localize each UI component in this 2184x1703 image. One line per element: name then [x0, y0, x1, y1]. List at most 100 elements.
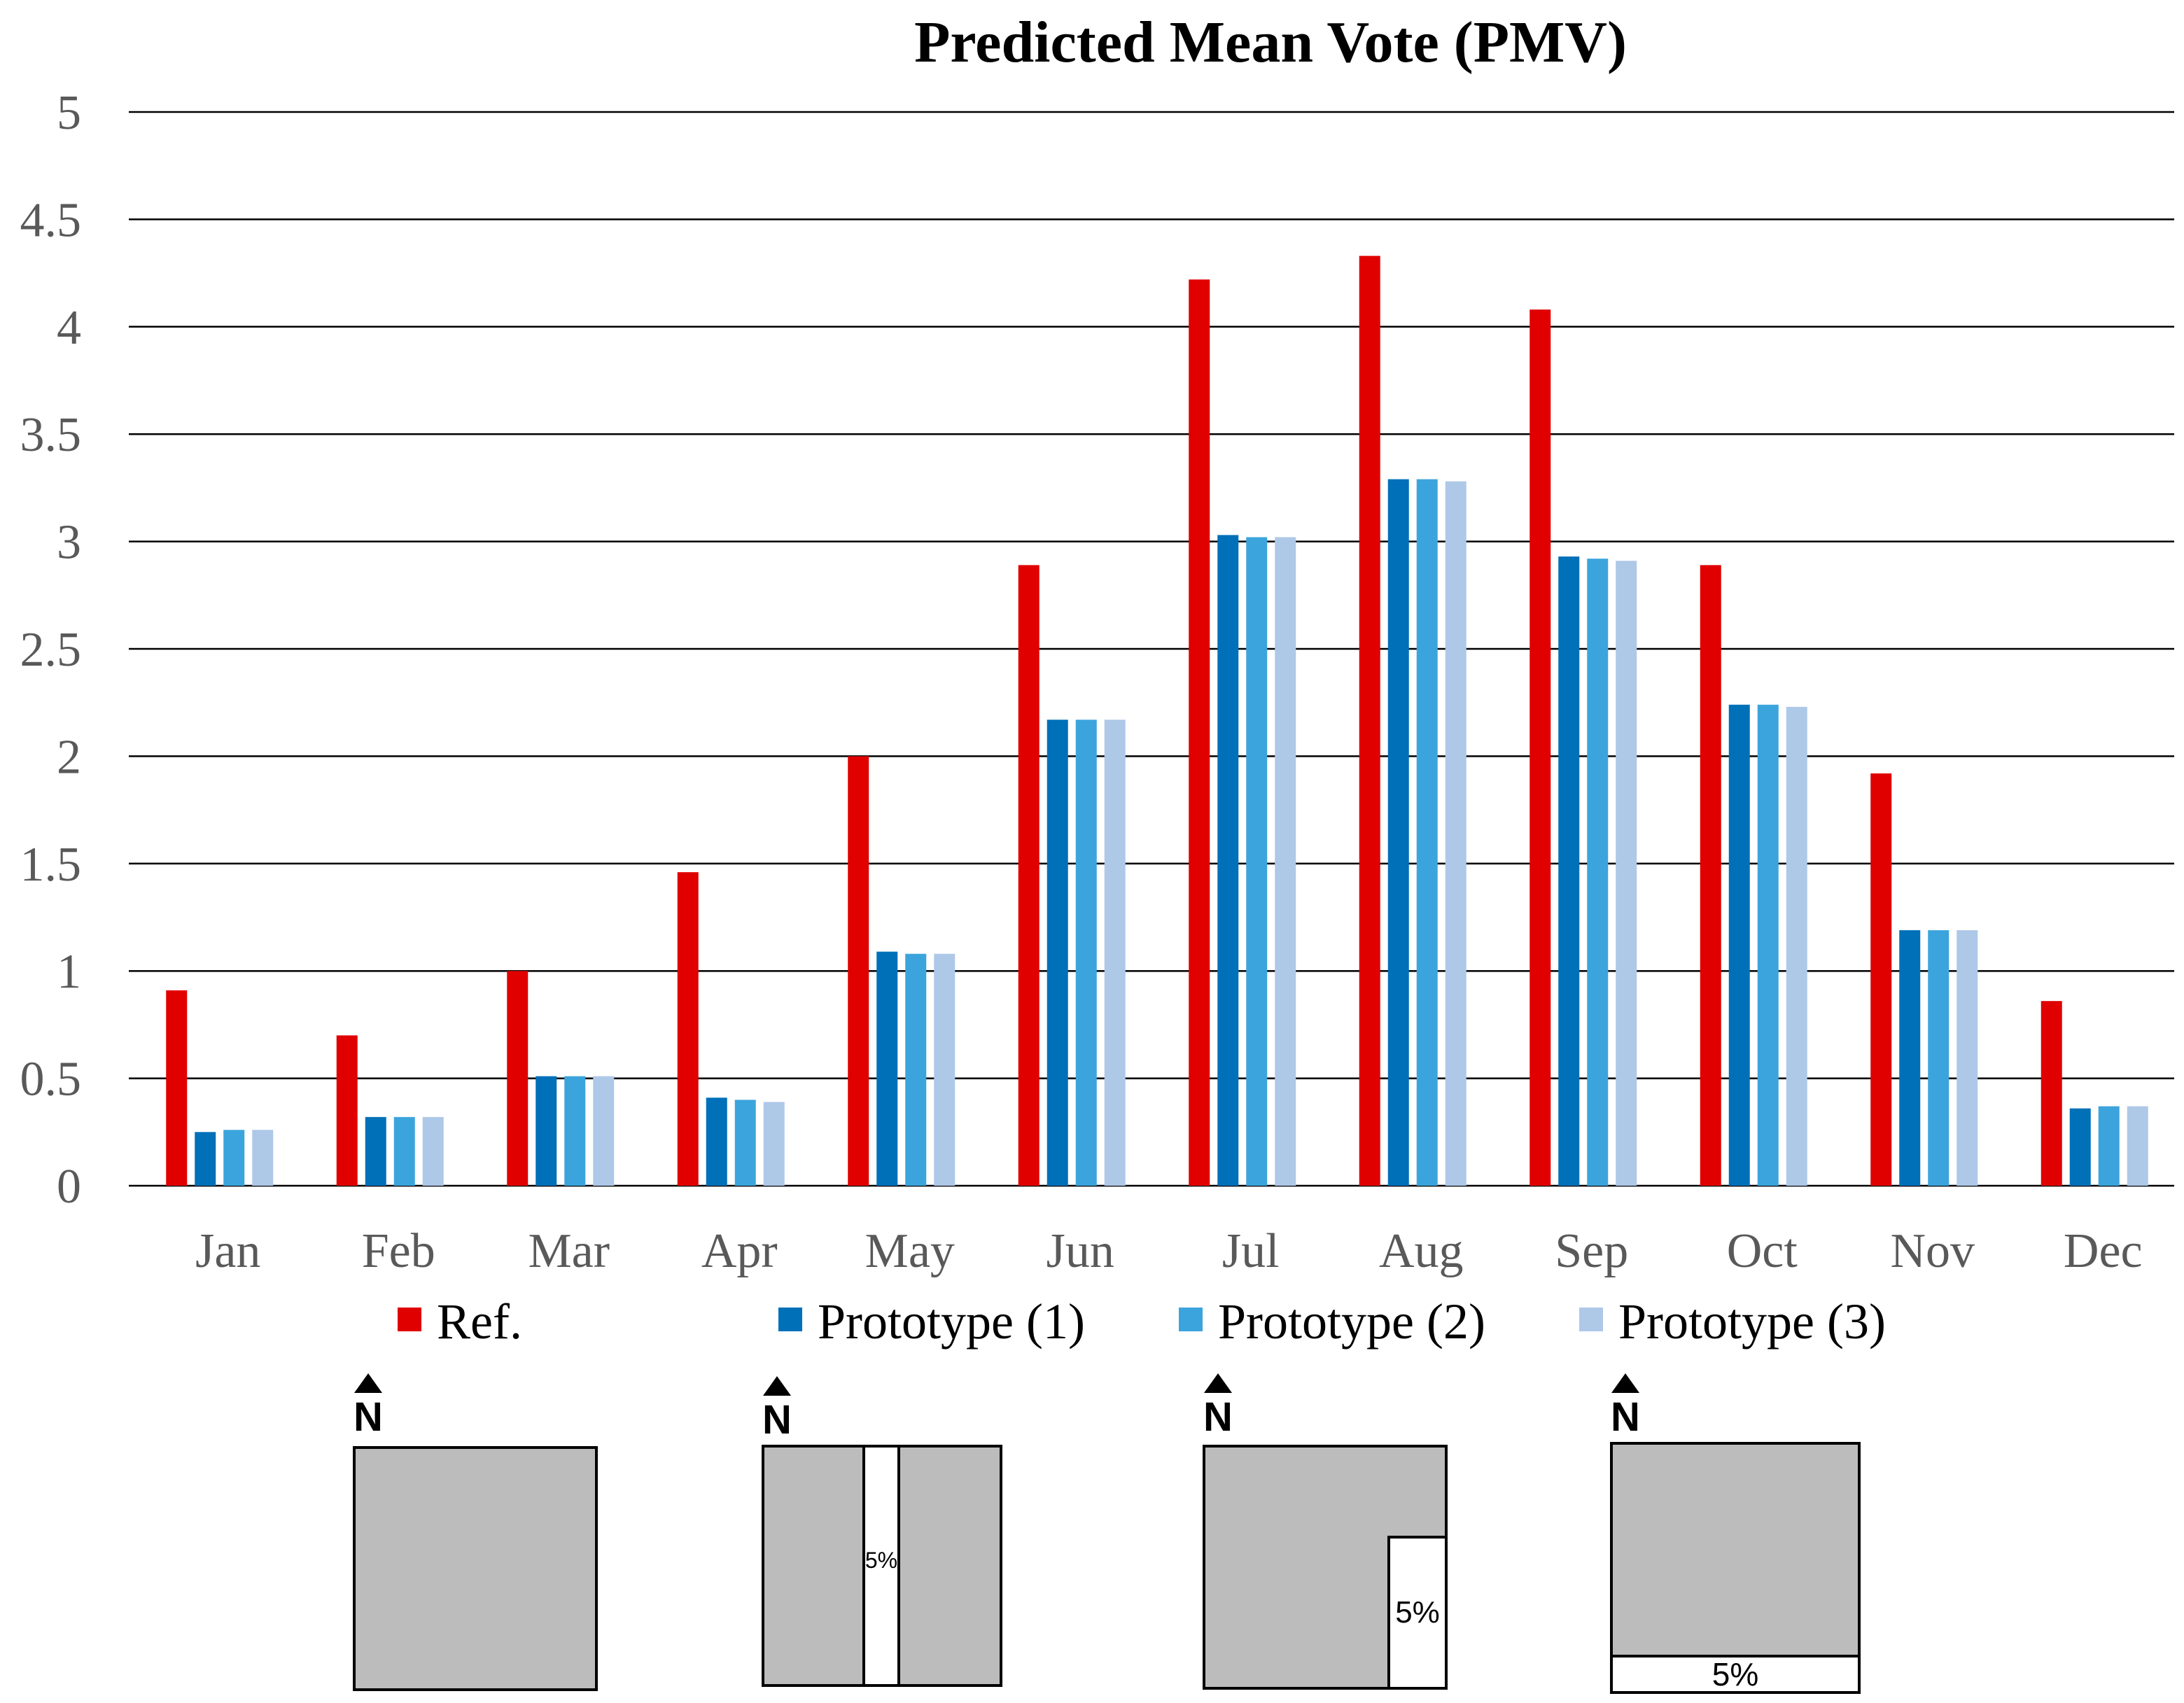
- legend: Ref. Prototype (1) Prototype (2) Prototype …: [398, 1294, 1886, 1350]
- legend-swatch: [1579, 1308, 1603, 1331]
- bar-ref-may: [848, 756, 869, 1186]
- bar-prototype-2-jul: [1246, 537, 1268, 1186]
- bar-prototype-2-jan: [223, 1130, 245, 1186]
- void-percentage: 5%: [1712, 1656, 1758, 1693]
- building-block-east: [897, 1445, 1002, 1687]
- void-courtyard: [862, 1445, 900, 1687]
- bar-ref-jul: [1189, 279, 1210, 1186]
- north-arrow-icon: N: [1611, 1373, 1640, 1440]
- x-axis-ticks: Jan Feb Mar Apr May Jun Jul Aug Sep Oct Nov Dec: [195, 1224, 2143, 1278]
- bar-prototype-1-aug: [1387, 479, 1409, 1186]
- y-tick-label: 1: [57, 945, 81, 999]
- svg-text:N: N: [1203, 1394, 1233, 1440]
- bar-prototype-3-apr: [763, 1102, 785, 1186]
- bar-prototype-1-dec: [2069, 1108, 2091, 1186]
- bar-ref-aug: [1359, 255, 1380, 1186]
- x-tick-label: Dec: [2064, 1224, 2143, 1278]
- void-courtyard: [1610, 1655, 1861, 1694]
- legend-item: Prototype (1): [778, 1294, 1085, 1350]
- bar-prototype-2-mar: [564, 1076, 586, 1186]
- void-courtyard: [1387, 1536, 1448, 1690]
- y-tick-label: 0: [57, 1160, 81, 1214]
- y-tick-label: 3: [57, 516, 81, 570]
- bar-prototype-3-aug: [1445, 481, 1466, 1186]
- void-percentage: 5%: [865, 1548, 897, 1573]
- y-tick-label: 5: [57, 86, 81, 140]
- y-tick-label: 3.5: [20, 408, 82, 462]
- svg-text:N: N: [354, 1394, 383, 1440]
- x-tick-label: Nov: [1890, 1224, 1975, 1278]
- plan-diagram-prototype-1: N 5%: [762, 1376, 1002, 1687]
- bar-prototype-3-jun: [1104, 720, 1126, 1186]
- x-tick-label: Aug: [1379, 1224, 1464, 1278]
- x-tick-label: Apr: [701, 1224, 778, 1278]
- x-tick-label: Feb: [362, 1224, 435, 1278]
- y-tick-label: 0.5: [20, 1053, 82, 1107]
- bar-prototype-3-oct: [1786, 706, 1807, 1186]
- plan-diagram-prototype-2: N 5%: [1203, 1373, 1448, 1690]
- x-tick-label: Sep: [1555, 1224, 1628, 1278]
- x-tick-label: Jul: [1222, 1224, 1280, 1278]
- bar-prototype-1-jul: [1217, 535, 1239, 1186]
- x-tick-label: Jun: [1046, 1224, 1114, 1278]
- bar-prototype-3-sep: [1616, 561, 1637, 1186]
- bar-ref-jun: [1018, 565, 1040, 1186]
- void-percentage: 5%: [1395, 1595, 1440, 1630]
- legend-label: Ref.: [437, 1294, 522, 1350]
- bar-prototype-3-may: [934, 953, 955, 1186]
- legend-label: Prototype (3): [1618, 1294, 1886, 1350]
- bar-prototype-2-oct: [1757, 704, 1779, 1186]
- legend-label: Prototype (2): [1218, 1294, 1485, 1350]
- bar-prototype-3-feb: [422, 1116, 444, 1186]
- bar-prototype-2-aug: [1416, 479, 1438, 1186]
- bar-ref-nov: [1870, 773, 1892, 1186]
- plan-diagram-ref: N: [353, 1373, 598, 1691]
- bar-ref-jan: [166, 990, 188, 1186]
- bar-prototype-1-apr: [706, 1098, 727, 1186]
- svg-text:N: N: [1611, 1394, 1640, 1440]
- north-arrow-icon: N: [762, 1376, 792, 1443]
- north-arrow-icon: N: [1203, 1373, 1233, 1440]
- bar-ref-mar: [507, 971, 528, 1186]
- legend-item: Prototype (3): [1579, 1294, 1886, 1350]
- building-block-west: [762, 1445, 865, 1687]
- plan-diagram-prototype-3: N 5%: [1610, 1373, 1861, 1694]
- bar-prototype-2-feb: [393, 1116, 415, 1186]
- legend-label: Prototype (1): [818, 1294, 1085, 1350]
- bar-prototype-1-sep: [1558, 556, 1580, 1186]
- bar-ref-oct: [1700, 565, 1721, 1186]
- y-tick-label: 2: [57, 730, 81, 784]
- x-tick-label: Mar: [528, 1224, 610, 1278]
- bar-prototype-3-nov: [1956, 930, 1978, 1186]
- legend-swatch: [398, 1308, 421, 1331]
- bar-prototype-1-mar: [536, 1076, 557, 1186]
- x-tick-label: Oct: [1727, 1224, 1798, 1278]
- chart-title: Predicted Mean Vote (PMV): [914, 10, 1627, 75]
- bar-prototype-1-jun: [1046, 720, 1068, 1186]
- gridlines: [129, 111, 2174, 1187]
- y-tick-label: 2.5: [20, 623, 82, 677]
- building-footprint: [353, 1446, 598, 1691]
- bar-prototype-2-sep: [1587, 559, 1609, 1186]
- bar-prototype-3-dec: [2127, 1106, 2148, 1186]
- legend-item: Prototype (2): [1179, 1294, 1485, 1350]
- bar-prototype-3-jan: [252, 1130, 274, 1186]
- y-tick-label: 1.5: [20, 838, 82, 892]
- y-tick-label: 4.5: [20, 193, 82, 247]
- bars: [166, 255, 2148, 1186]
- bar-ref-sep: [1530, 309, 1551, 1186]
- legend-swatch: [778, 1308, 802, 1331]
- bar-prototype-2-may: [905, 953, 927, 1186]
- legend-item: Ref.: [398, 1294, 522, 1350]
- y-tick-label: 4: [57, 301, 81, 355]
- bar-prototype-1-jan: [195, 1132, 216, 1186]
- svg-text:N: N: [762, 1397, 792, 1443]
- bar-prototype-1-may: [876, 951, 898, 1186]
- bar-prototype-2-apr: [734, 1100, 756, 1186]
- bar-ref-feb: [336, 1035, 358, 1186]
- bar-prototype-1-nov: [1899, 930, 1921, 1186]
- bar-ref-apr: [677, 872, 699, 1186]
- building-footprint: [1610, 1442, 1861, 1658]
- bar-prototype-2-nov: [1928, 930, 1949, 1186]
